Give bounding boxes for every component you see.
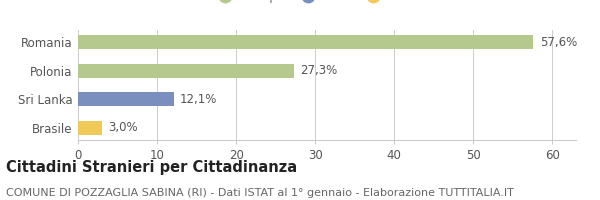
Text: Cittadini Stranieri per Cittadinanza: Cittadini Stranieri per Cittadinanza bbox=[6, 160, 297, 175]
Legend: Europa, Asia, America: Europa, Asia, America bbox=[213, 0, 441, 3]
Bar bbox=[78, 121, 102, 135]
Bar bbox=[78, 92, 173, 106]
Text: 27,3%: 27,3% bbox=[300, 64, 337, 77]
Text: COMUNE DI POZZAGLIA SABINA (RI) - Dati ISTAT al 1° gennaio - Elaborazione TUTTIT: COMUNE DI POZZAGLIA SABINA (RI) - Dati I… bbox=[6, 188, 514, 198]
Text: 12,1%: 12,1% bbox=[180, 93, 217, 106]
Bar bbox=[78, 64, 294, 78]
Text: 57,6%: 57,6% bbox=[539, 36, 577, 49]
Text: 3,0%: 3,0% bbox=[108, 121, 137, 134]
Bar bbox=[78, 35, 533, 49]
